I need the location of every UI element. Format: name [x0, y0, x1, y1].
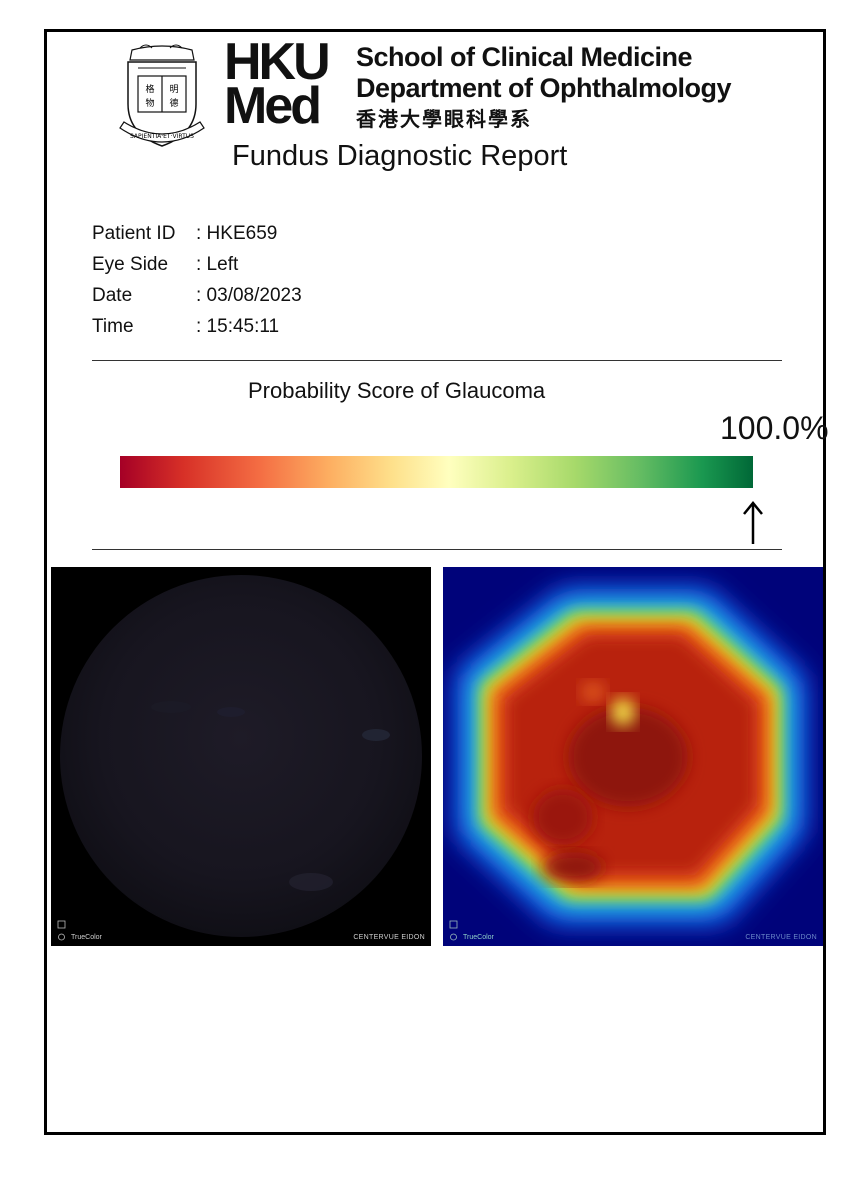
svg-text:明: 明: [169, 84, 178, 95]
score-marker-arrow-icon: [743, 501, 763, 544]
score-gradient-bar: [120, 456, 753, 488]
fundus-image: TrueColor CENTERVUE EIDON: [51, 567, 431, 946]
hku-crest-logo: 格 明 物 德 SAPIENTIA·ET·VIRTUS: [119, 44, 205, 147]
score-title: Probability Score of Glaucoma: [248, 378, 546, 403]
date-row: Date : 03/08/2023: [92, 280, 302, 311]
date-value: : 03/08/2023: [196, 285, 302, 306]
score-value: 100.0%: [720, 410, 829, 446]
department-block: School of Clinical Medicine Department o…: [356, 42, 732, 134]
trucolor-label: TrueColor: [463, 934, 494, 941]
svg-text:德: 德: [169, 97, 178, 109]
heatmap-image: TrueColor CENTERVUE EIDON: [443, 567, 823, 946]
logo-line-hku: HKU: [224, 33, 331, 91]
time-row: Time : 15:45:11: [92, 311, 302, 342]
logo-line-med: Med: [224, 77, 322, 135]
divider-top: [92, 360, 782, 361]
centervue-label: CENTERVUE EIDON: [353, 934, 425, 941]
centervue-label: CENTERVUE EIDON: [745, 934, 817, 941]
eye-side-label: Eye Side: [92, 254, 169, 275]
heatmap-overlay: [443, 567, 823, 946]
svg-text:物: 物: [145, 97, 154, 109]
date-label: Date: [92, 285, 133, 306]
patient-id-value: : HKE659: [196, 223, 278, 244]
svg-text:SAPIENTIA·ET·VIRTUS: SAPIENTIA·ET·VIRTUS: [130, 133, 194, 140]
patient-id-label: Patient ID: [92, 223, 176, 244]
trucolor-icon: [449, 920, 458, 941]
department-name-chinese: 香港大學眼科學系: [356, 107, 532, 131]
eye-side-row: Eye Side : Left: [92, 249, 302, 280]
eye-side-value: : Left: [196, 254, 239, 275]
patient-id-row: Patient ID : HKE659: [92, 218, 302, 249]
school-name: School of Clinical Medicine: [356, 42, 693, 72]
trucolor-label: TrueColor: [71, 934, 102, 941]
divider-bottom: [92, 549, 782, 550]
time-label: Time: [92, 316, 134, 337]
patient-info: Patient ID : HKE659 Eye Side : Left Date…: [92, 218, 302, 342]
department-name: Department of Ophthalmology: [356, 73, 732, 103]
fundus-photo: [60, 575, 422, 937]
trucolor-icon: [57, 920, 66, 941]
hku-med-logo: HKU Med: [224, 33, 331, 135]
report-title: Fundus Diagnostic Report: [232, 140, 568, 172]
report-frame: [44, 29, 826, 1135]
svg-text:格: 格: [145, 83, 154, 95]
time-value: : 15:45:11: [196, 316, 280, 337]
